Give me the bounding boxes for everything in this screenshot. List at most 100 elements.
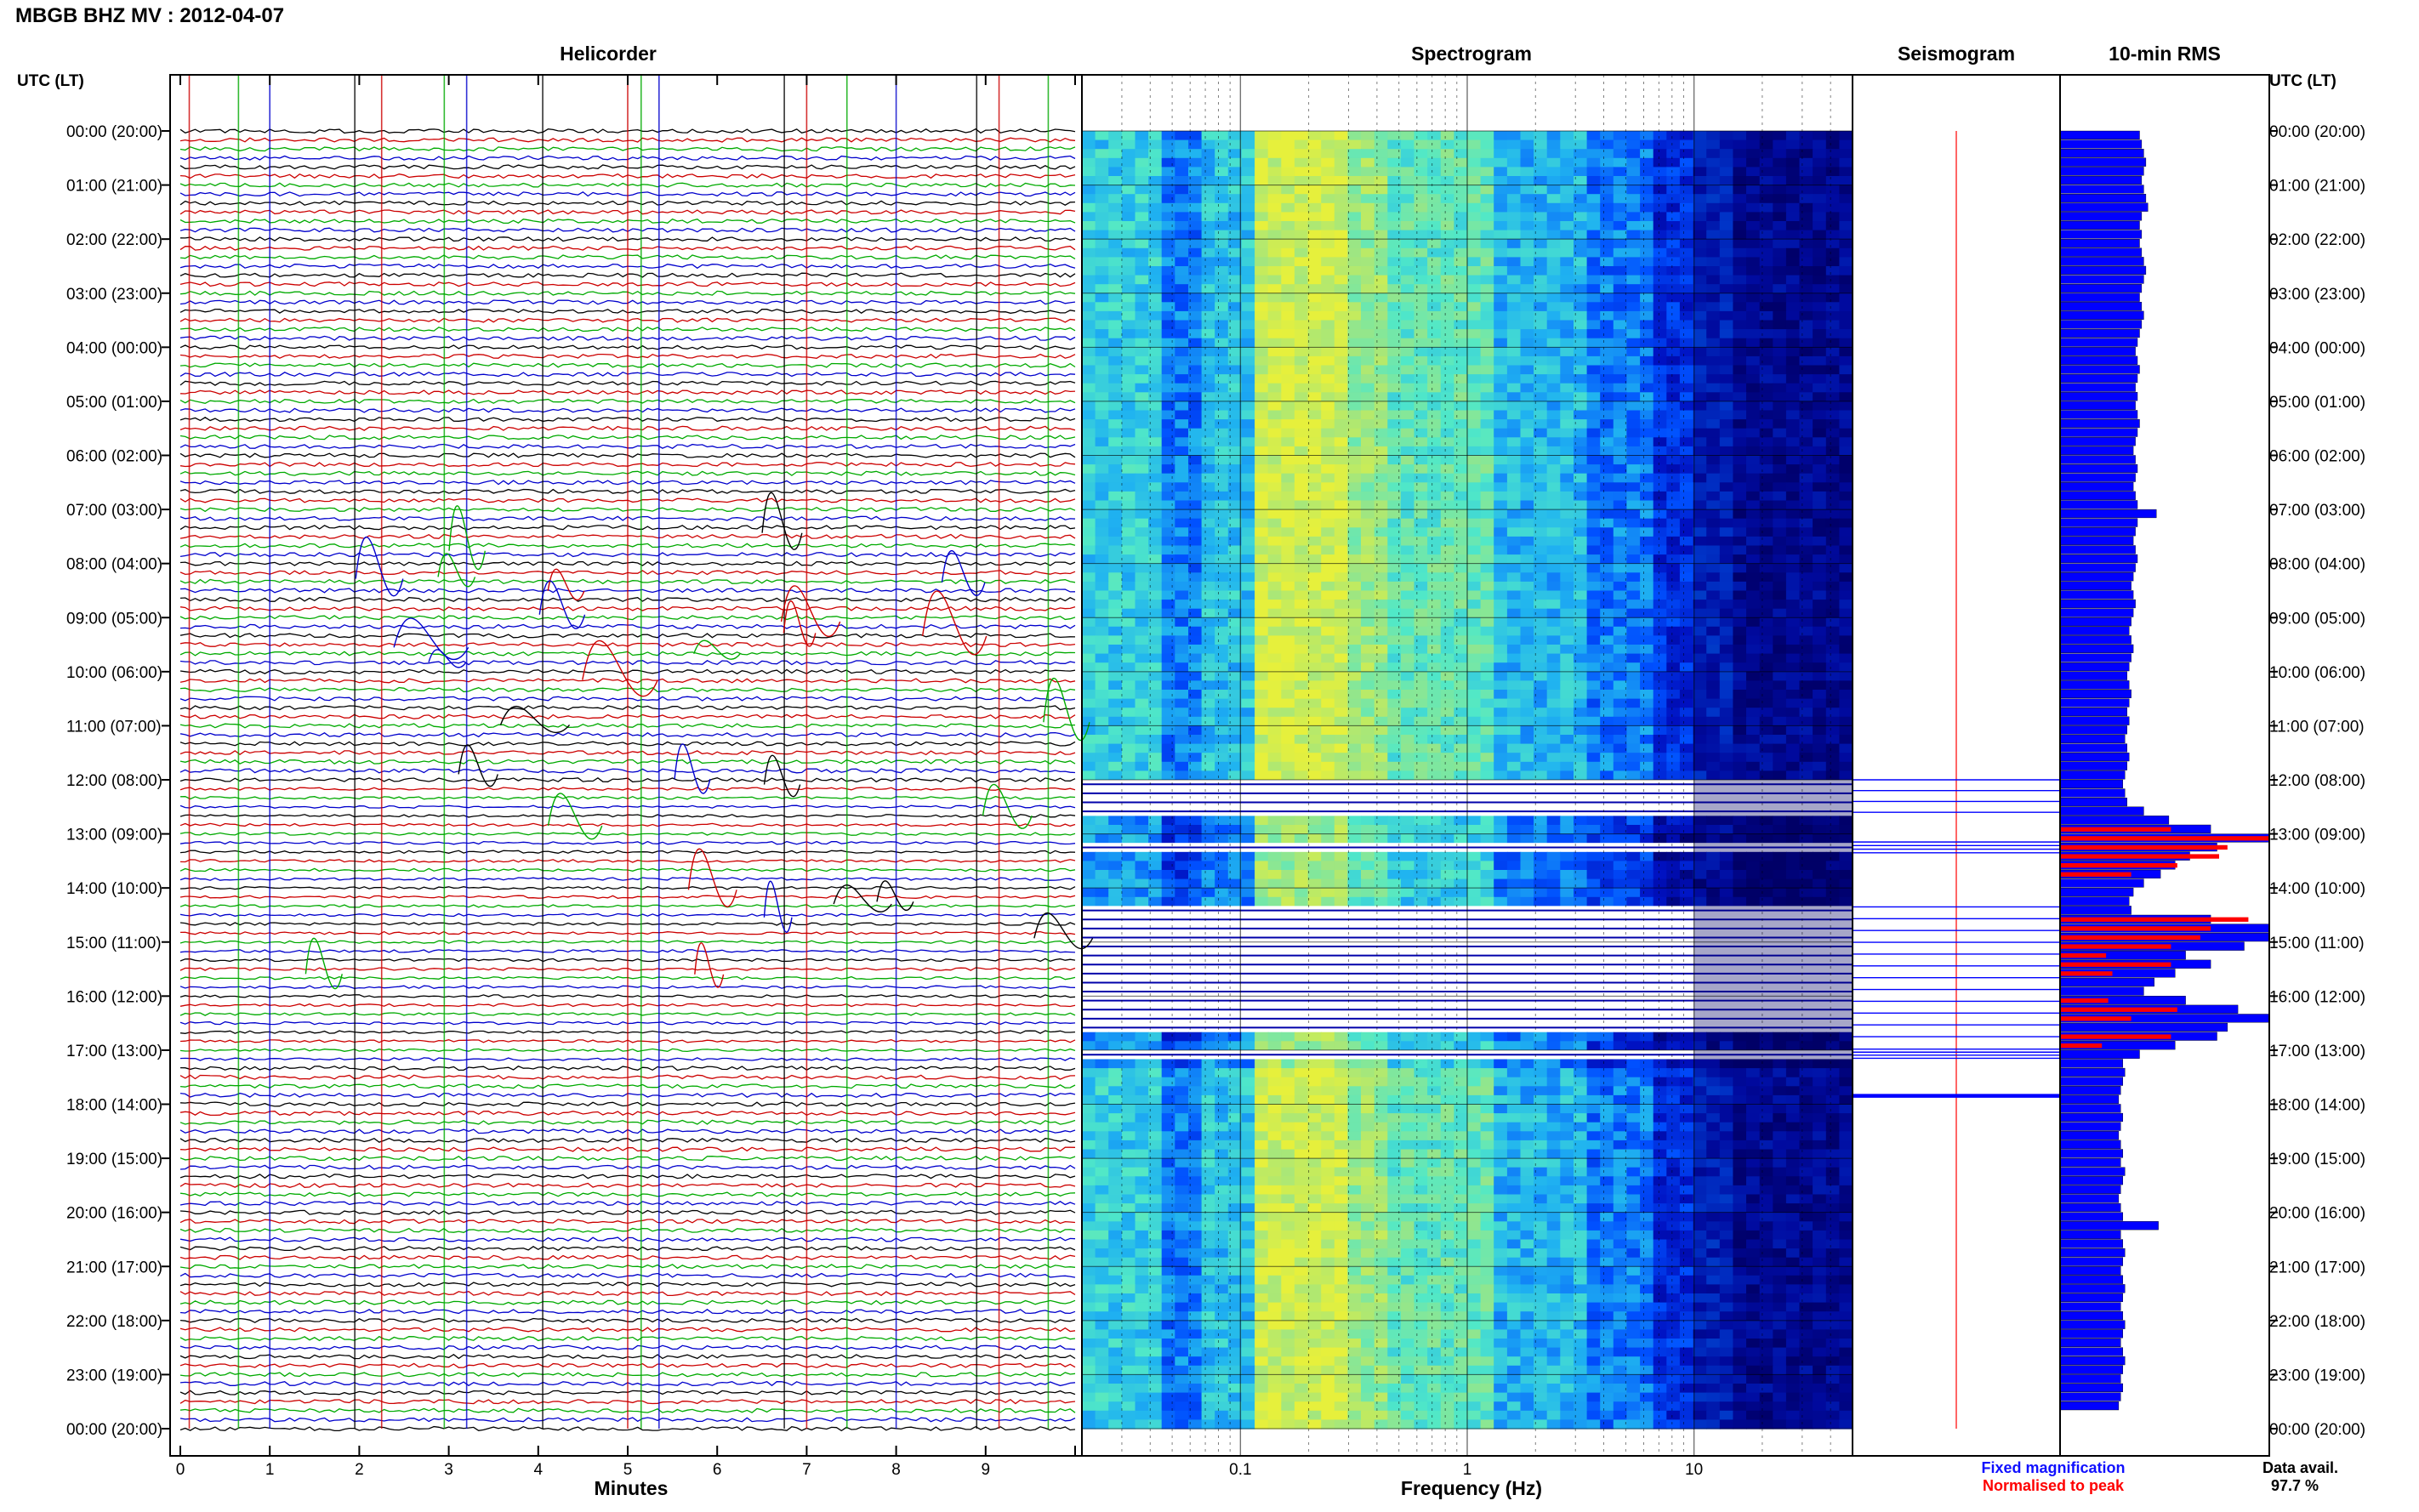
spectrogram-cell bbox=[1334, 329, 1349, 339]
spectrogram-cell bbox=[1188, 157, 1203, 168]
spectrogram-cell bbox=[1813, 761, 1827, 771]
spectrogram-cell bbox=[1839, 653, 1853, 663]
spectrogram-cell bbox=[1467, 491, 1482, 502]
spectrogram-cell bbox=[1400, 1059, 1415, 1069]
spectrogram-cell bbox=[1241, 536, 1255, 547]
spectrogram-cell bbox=[1135, 401, 1149, 412]
spectrogram-cell bbox=[1520, 157, 1534, 168]
spectrogram-cell bbox=[1626, 761, 1641, 771]
spectrogram-cell bbox=[1281, 293, 1295, 303]
spectrogram-cell bbox=[1347, 221, 1362, 231]
spectrogram-cell bbox=[1640, 392, 1654, 402]
spectrogram-cell bbox=[1626, 355, 1641, 367]
spectrogram-cell bbox=[1321, 708, 1335, 718]
spectrogram-cell bbox=[1201, 419, 1215, 429]
spectrogram-cell bbox=[1108, 419, 1123, 429]
spectrogram-cell bbox=[1095, 536, 1109, 547]
spectrogram-cell bbox=[1135, 870, 1149, 880]
spectrogram-cell bbox=[1281, 600, 1295, 610]
spectrogram-cell bbox=[1759, 590, 1774, 600]
spectrogram-cell bbox=[1467, 167, 1482, 177]
spectrogram-cell bbox=[1839, 347, 1853, 357]
spectrogram-cell bbox=[1321, 275, 1335, 285]
spectrogram-cell bbox=[1679, 753, 1694, 763]
spectrogram-cell bbox=[1574, 464, 1588, 475]
spectrogram-cell bbox=[1666, 455, 1681, 465]
spectrogram-cell bbox=[1082, 257, 1096, 267]
spectrogram-cell bbox=[1653, 554, 1668, 565]
spectrogram-cell bbox=[1706, 320, 1721, 330]
spectrogram-cell bbox=[1175, 635, 1189, 645]
spectrogram-cell bbox=[1427, 690, 1442, 700]
spectrogram-cell bbox=[1148, 753, 1163, 763]
spectrogram-cell bbox=[1307, 392, 1322, 402]
spectrogram-cell bbox=[1307, 753, 1322, 763]
spectrogram-cell bbox=[1148, 653, 1163, 663]
spectrogram-cell bbox=[1546, 446, 1562, 457]
spectrogram-cell bbox=[1400, 716, 1415, 726]
spectrogram-cell bbox=[1427, 545, 1442, 555]
spectrogram-cell bbox=[1387, 1032, 1402, 1042]
spectrogram-cell bbox=[1215, 870, 1229, 880]
spectrogram-cell bbox=[1813, 157, 1827, 168]
spectrogram-cell bbox=[1746, 473, 1761, 483]
spectrogram-cell bbox=[1839, 662, 1853, 673]
spectrogram-cell bbox=[1626, 645, 1641, 655]
spectrogram-cell bbox=[1440, 410, 1455, 420]
spectrogram-cell bbox=[1653, 590, 1668, 600]
spectrogram-cell bbox=[1454, 455, 1468, 465]
spectrogram-cell bbox=[1653, 257, 1668, 267]
spectrogram-cell bbox=[1586, 536, 1601, 547]
spectrogram-cell bbox=[1546, 500, 1562, 510]
spectrogram-cell bbox=[1534, 878, 1548, 889]
spectrogram-cell bbox=[1387, 310, 1402, 321]
spectrogram-cell bbox=[1307, 690, 1322, 700]
spectrogram-cell bbox=[1400, 600, 1415, 610]
spectrogram-cell bbox=[1188, 455, 1203, 465]
spectrogram-cell bbox=[1586, 635, 1601, 645]
spectrogram-cell bbox=[1839, 491, 1853, 502]
spectrogram-cell bbox=[1281, 617, 1295, 628]
spectrogram-cell bbox=[1679, 446, 1694, 457]
spectrogram-cell bbox=[1374, 1059, 1389, 1069]
spectrogram-cell bbox=[1586, 753, 1601, 763]
spectrogram-cell bbox=[1454, 266, 1468, 276]
spectrogram-cell bbox=[1267, 221, 1283, 231]
spectrogram-cell bbox=[1600, 428, 1614, 438]
spectrogram-cell bbox=[1227, 716, 1243, 726]
spectrogram-cell bbox=[1534, 185, 1548, 195]
spectrogram-cell bbox=[1733, 816, 1747, 826]
spectrogram-cell bbox=[1135, 861, 1149, 871]
spectrogram-cell bbox=[1679, 157, 1694, 168]
spectrogram-cell bbox=[1586, 545, 1601, 555]
spectrogram-cell bbox=[1640, 851, 1654, 861]
spectrogram-cell bbox=[1759, 690, 1774, 700]
spectrogram-cell bbox=[1387, 536, 1402, 547]
spectrogram-cell bbox=[1706, 239, 1721, 249]
spectrogram-cell bbox=[1574, 247, 1588, 258]
spectrogram-cell bbox=[1586, 1059, 1601, 1069]
spectrogram-cell bbox=[1653, 302, 1668, 312]
spectrogram-cell bbox=[1241, 247, 1255, 258]
spectrogram-cell bbox=[1574, 870, 1588, 880]
spectrogram-cell bbox=[1135, 176, 1149, 186]
spectrogram-cell bbox=[1148, 761, 1163, 771]
spectrogram-cell bbox=[1440, 131, 1455, 141]
spectrogram-cell bbox=[1347, 230, 1362, 240]
spectrogram-cell bbox=[1400, 266, 1415, 276]
spectrogram-cell bbox=[1215, 247, 1229, 258]
spectrogram-cell bbox=[1666, 671, 1681, 681]
spectrogram-cell bbox=[1839, 645, 1853, 655]
spectrogram-cell bbox=[1414, 572, 1428, 583]
spectrogram-cell bbox=[1653, 716, 1668, 726]
spectrogram-cell bbox=[1307, 572, 1322, 583]
spectrogram-cell bbox=[1613, 680, 1628, 691]
spectrogram-cell bbox=[1400, 680, 1415, 691]
spectrogram-cell bbox=[1148, 482, 1163, 492]
spectrogram-cell bbox=[1586, 401, 1601, 412]
spectrogram-cell bbox=[1414, 464, 1428, 475]
spectrogram-cell bbox=[1241, 455, 1255, 465]
spectrogram-cell bbox=[1799, 302, 1813, 312]
spectrogram-cell bbox=[1454, 338, 1468, 348]
spectrogram-cell bbox=[1480, 735, 1494, 745]
